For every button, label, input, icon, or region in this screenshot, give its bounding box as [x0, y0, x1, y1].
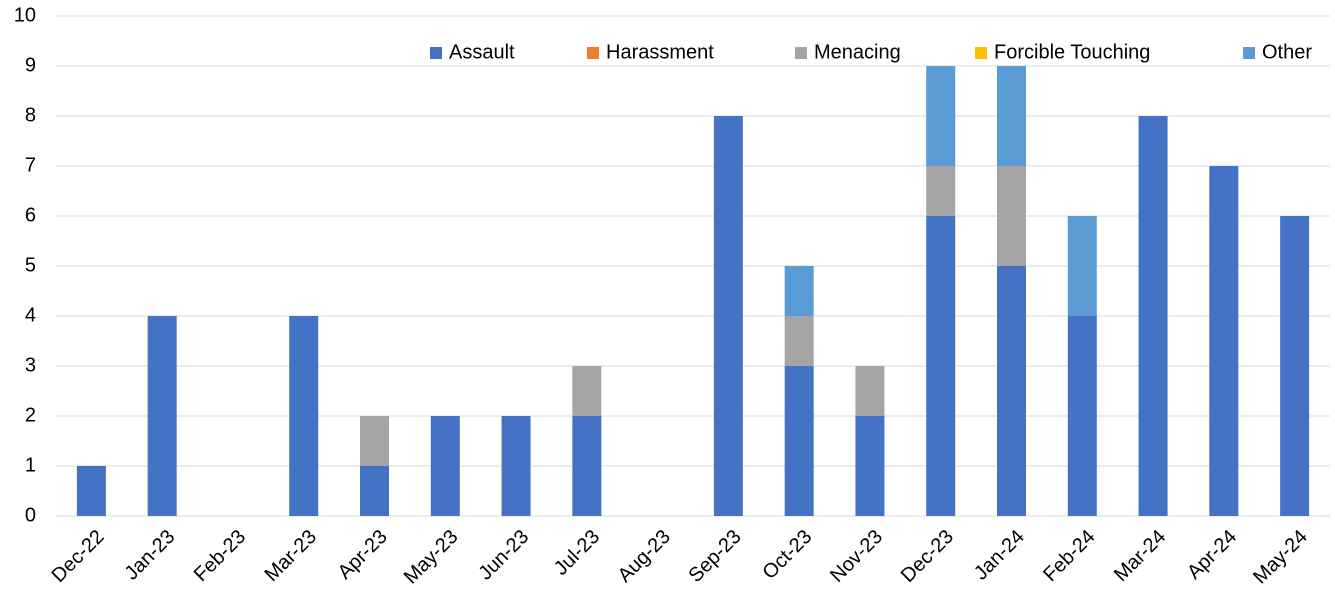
y-tick-label: 2 [25, 404, 36, 426]
legend-swatch [587, 47, 599, 59]
x-tick-label: Jan-23 [121, 526, 180, 585]
x-tick-label: Dec-23 [897, 526, 958, 587]
bar-segment [1067, 316, 1097, 516]
x-tick-label: Feb-24 [1039, 526, 1099, 586]
bar-segment [147, 316, 177, 516]
y-tick-label: 3 [25, 354, 36, 376]
bar-segment [997, 166, 1026, 266]
bar-segment [1138, 116, 1168, 516]
x-tick-label: Nov-23 [826, 526, 887, 587]
bar-segment [855, 366, 885, 416]
bar-segment [997, 66, 1026, 166]
bar-segment [926, 66, 956, 166]
legend-label: Other [1262, 41, 1312, 63]
bar-segment [713, 116, 743, 516]
y-tick-label: 8 [25, 104, 36, 126]
x-tick-label: Mar-24 [1110, 526, 1170, 586]
y-tick-label: 9 [25, 54, 36, 76]
bar-segment [501, 416, 531, 516]
bar-segment [784, 316, 814, 366]
y-tick-label: 5 [25, 254, 36, 276]
y-tick-label: 10 [14, 4, 36, 26]
bar-segment [855, 416, 885, 516]
x-tick-label: Apr-24 [1183, 526, 1241, 584]
bar-segment [784, 366, 814, 516]
x-tick-label: Mar-23 [261, 526, 321, 586]
x-tick-label: Dec-22 [48, 526, 109, 587]
legend-swatch [975, 47, 987, 59]
legend-swatch [1243, 47, 1255, 59]
legend-label: Assault [449, 41, 515, 63]
y-tick-label: 6 [25, 204, 36, 226]
x-tick-label: Apr-23 [334, 526, 392, 584]
x-tick-label: Feb-23 [190, 526, 250, 586]
x-tick-label: Sep-23 [684, 526, 745, 587]
bar-segment [430, 416, 460, 516]
legend-swatch [795, 47, 807, 59]
x-tick-label: May-23 [400, 526, 463, 589]
bar-segment [360, 466, 389, 516]
x-tick-label: Jul-23 [550, 526, 604, 580]
bar-segment [1280, 216, 1310, 516]
bar-segment [289, 316, 319, 516]
legend-swatch [430, 47, 442, 59]
x-tick-label: Jan-24 [970, 526, 1029, 585]
bar-segment [572, 366, 602, 416]
y-tick-label: 0 [25, 504, 36, 526]
x-tick-label: Jun-23 [475, 526, 534, 585]
bar-segment [1067, 216, 1097, 316]
bar-segment [572, 416, 602, 516]
bar-segment [926, 216, 956, 516]
x-tick-label: Oct-23 [758, 526, 816, 584]
y-tick-label: 1 [25, 454, 36, 476]
bar-segment [76, 466, 106, 516]
legend-label: Harassment [606, 41, 714, 63]
bar-segment [997, 266, 1026, 516]
bar-segment [926, 166, 956, 216]
y-tick-label: 7 [25, 154, 36, 176]
bar-segment [1209, 166, 1239, 516]
y-tick-label: 4 [25, 304, 36, 326]
x-tick-label: May-24 [1249, 526, 1312, 589]
bar-segment [360, 416, 389, 466]
legend-label: Forcible Touching [994, 41, 1150, 63]
bar-segment [784, 266, 814, 316]
legend-label: Menacing [814, 41, 901, 63]
x-tick-label: Aug-23 [614, 526, 675, 587]
